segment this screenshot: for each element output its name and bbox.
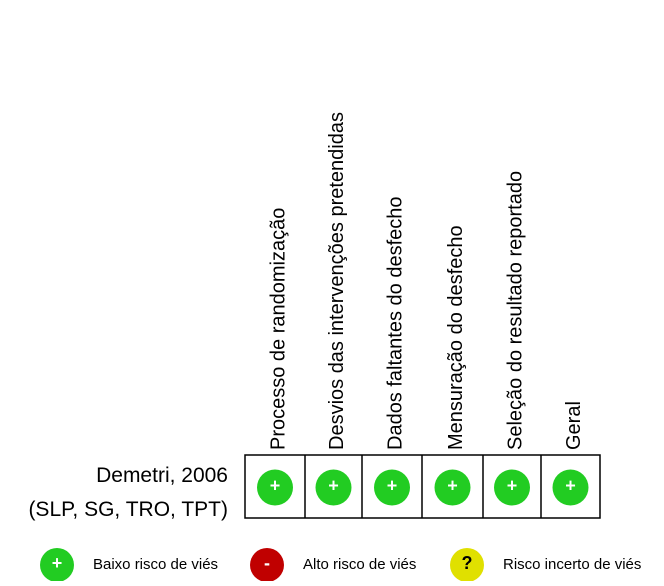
domain-header: Processo de randomização	[267, 208, 289, 450]
legend-circle	[450, 548, 484, 582]
study-name: Demetri, 2006	[96, 464, 228, 487]
judgement-circle	[434, 469, 471, 506]
legend-symbol: ?	[462, 553, 473, 573]
judgement-symbol: +	[270, 475, 281, 495]
domain-header: Dados faltantes do desfecho	[384, 196, 406, 450]
legend-label: Risco incerto de viés	[503, 556, 641, 573]
judgement-symbol: +	[387, 475, 398, 495]
judgement-circle	[374, 469, 410, 506]
domain-header: Geral	[563, 401, 585, 450]
judgement-symbol: +	[507, 475, 518, 495]
legend-symbol: -	[264, 553, 270, 573]
judgement-symbol: +	[328, 475, 339, 495]
legend-symbol: +	[52, 553, 63, 573]
judgement-circle	[257, 469, 293, 506]
judgement-symbol: +	[565, 475, 576, 495]
domain-header: Seleção do resultado reportado	[504, 171, 526, 450]
legend-circle	[40, 548, 74, 582]
legend-label: Baixo risco de viés	[93, 556, 218, 573]
legend-circle	[250, 548, 284, 582]
judgement-circle	[552, 469, 589, 506]
judgement-circle	[494, 469, 530, 506]
legend-label: Alto risco de viés	[303, 556, 416, 573]
judgement-symbol: +	[447, 475, 458, 495]
study-detail: (SLP, SG, TRO, TPT)	[28, 498, 228, 521]
domain-header: Mensuração do desfecho	[445, 225, 467, 450]
judgement-circle	[315, 469, 352, 506]
domain-header: Desvios das intervenções pretendidas	[326, 112, 348, 450]
